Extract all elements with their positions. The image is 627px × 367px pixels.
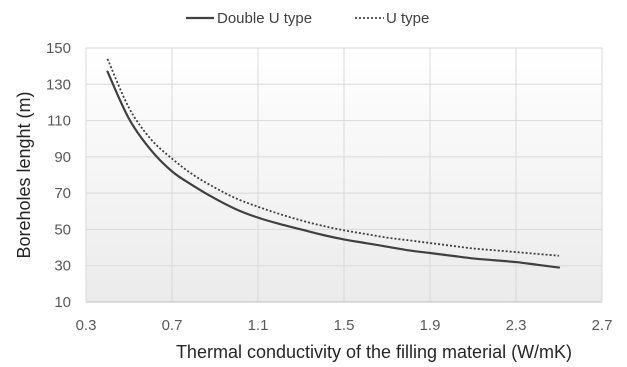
- y-tick-label: 70: [54, 185, 71, 202]
- y-tick-label: 150: [46, 40, 71, 57]
- x-tick-label: 1.5: [334, 317, 355, 334]
- x-tick-label: 2.3: [506, 317, 527, 334]
- x-tick-label: 0.3: [76, 317, 97, 334]
- legend-label-double-u-type: Double U type: [217, 10, 312, 27]
- y-tick-label: 50: [54, 221, 71, 238]
- x-tick-label: 2.7: [592, 317, 613, 334]
- series-group: [106, 58, 561, 269]
- legend: Double U type U type: [186, 10, 429, 27]
- gridlines: [85, 47, 603, 302]
- x-tick-label: 1.1: [248, 317, 269, 334]
- y-tick-label: 110: [47, 113, 71, 130]
- y-axis-ticks: 10 30 50 70 90 110 130 150: [46, 40, 71, 311]
- series-line-double-u-type: [106, 70, 561, 269]
- y-tick-label: 30: [54, 258, 71, 275]
- y-tick-label: 90: [54, 149, 71, 166]
- y-tick-label: 130: [46, 76, 71, 93]
- x-tick-label: 1.9: [420, 317, 441, 334]
- x-axis-ticks: 0.3 0.7 1.1 1.5 1.9 2.3 2.7: [76, 317, 613, 334]
- x-axis-label: Thermal conductivity of the filling mate…: [176, 342, 572, 362]
- y-tick-label: 10: [54, 294, 71, 311]
- legend-label-u-type: U type: [386, 10, 429, 27]
- y-axis-label: Boreholes lenght (m): [14, 91, 34, 258]
- x-tick-label: 0.7: [162, 317, 183, 334]
- series-line-u-type: [106, 58, 560, 257]
